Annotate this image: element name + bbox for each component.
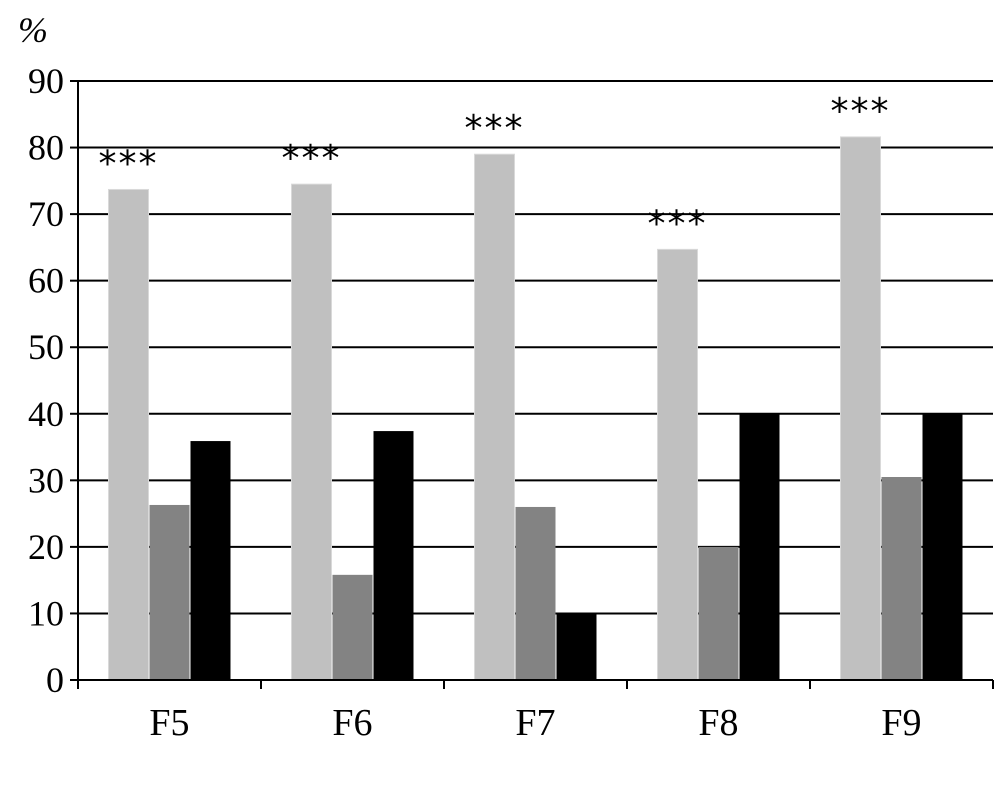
significance-label: *** <box>99 143 159 184</box>
x-category-label: F7 <box>515 702 555 744</box>
bar-f7-series-2 <box>515 506 556 680</box>
x-category-label: F5 <box>149 702 189 744</box>
significance-label: *** <box>282 138 342 179</box>
y-tick-label: 0 <box>46 660 64 700</box>
bar-f6-series-3 <box>373 431 414 680</box>
bars <box>108 136 963 681</box>
y-tick-label: 50 <box>28 327 64 367</box>
bar-f5-series-1 <box>108 188 149 681</box>
bar-f8-series-2 <box>698 546 739 680</box>
bar-f8-series-1 <box>657 248 698 681</box>
significance-label: *** <box>831 91 891 132</box>
y-tick-label: 90 <box>28 61 64 101</box>
bar-f5-series-2 <box>149 504 190 680</box>
y-tick-label: 10 <box>28 593 64 633</box>
y-tick-label: 80 <box>28 128 64 168</box>
bar-f7-series-3 <box>556 613 597 680</box>
x-category-label: F8 <box>698 702 738 744</box>
bar-f9-series-3 <box>922 413 963 680</box>
y-tick-label: 40 <box>28 394 64 434</box>
y-tick-label: 20 <box>28 527 64 567</box>
axes <box>70 80 994 689</box>
bar-f9-series-2 <box>881 477 922 680</box>
labels: 0 10 20 30 40 50 60 70 80 90 *** F5 *** F6 *** F7 *** F8 *… <box>28 61 922 744</box>
bar-f9-series-1 <box>840 136 881 681</box>
bar-f6-series-1 <box>291 183 332 681</box>
bar-f8-series-3 <box>739 413 780 680</box>
significance-label: *** <box>465 108 525 149</box>
bar-f7-series-1 <box>474 153 515 681</box>
y-unit-label: % <box>18 10 48 50</box>
y-tick-label: 60 <box>28 261 64 301</box>
y-tick-label: 30 <box>28 460 64 500</box>
significance-label: *** <box>648 203 708 244</box>
y-tick-label: 70 <box>28 194 64 234</box>
bar-f5-series-3 <box>190 441 231 680</box>
x-category-label: F9 <box>881 702 921 744</box>
bar-f6-series-2 <box>332 574 373 680</box>
x-category-label: F6 <box>332 702 372 744</box>
